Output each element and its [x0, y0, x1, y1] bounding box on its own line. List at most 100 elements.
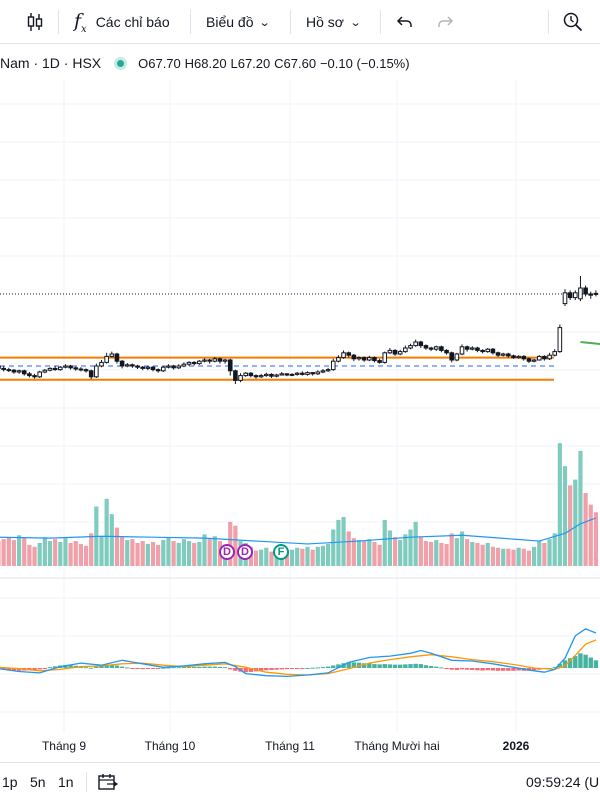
- range-button-1n[interactable]: 1n: [58, 763, 74, 801]
- volume-bar: [53, 539, 57, 566]
- candle-body: [100, 362, 104, 366]
- candle: [558, 325, 562, 353]
- candle-body: [512, 356, 516, 358]
- clock-readout[interactable]: 09:59:24 (U: [526, 763, 599, 801]
- candle-body: [182, 364, 186, 366]
- dividend-marker[interactable]: D: [219, 544, 235, 560]
- candle: [481, 349, 485, 353]
- volume-bar: [305, 547, 309, 566]
- candle-body: [110, 354, 114, 356]
- candle-body: [136, 366, 140, 367]
- price-levels: [0, 294, 600, 380]
- profile-dropdown[interactable]: Hồ sơ ⌄: [306, 0, 360, 44]
- toolbar-divider: [58, 10, 59, 34]
- date-range-button[interactable]: [97, 763, 119, 801]
- volume-bar: [578, 451, 582, 566]
- undo-button[interactable]: [396, 0, 414, 44]
- candle-body: [239, 376, 243, 381]
- chart-type-dropdown[interactable]: Biểu đồ ⌄: [206, 0, 270, 44]
- candle-body: [156, 370, 160, 371]
- macd-histogram-bar: [151, 668, 155, 669]
- candle: [59, 366, 63, 371]
- volume-bar: [321, 546, 325, 566]
- candle: [136, 365, 140, 369]
- macd-histogram-bar: [48, 667, 52, 668]
- macd-histogram-bar: [177, 667, 181, 668]
- candle: [162, 366, 166, 372]
- macd-histogram-bar: [393, 665, 397, 668]
- x-tick-label: Tháng 10: [145, 739, 196, 753]
- volume-bar: [419, 537, 423, 566]
- macd-histogram-bar: [326, 667, 330, 668]
- candle-body: [460, 347, 464, 354]
- financials-marker[interactable]: F: [273, 544, 289, 560]
- volume-bar: [568, 485, 572, 566]
- range-button-5n[interactable]: 5n: [30, 763, 46, 801]
- volume-bar: [187, 541, 191, 566]
- candle: [404, 346, 408, 353]
- chevron-down-icon: ⌄: [259, 16, 271, 29]
- candle-body: [414, 342, 418, 346]
- volume-bar: [501, 549, 505, 566]
- volume-bar: [527, 551, 531, 566]
- candle: [120, 360, 124, 368]
- volume-bar: [414, 522, 418, 566]
- candle-body: [17, 371, 21, 372]
- macd-histogram-bar: [408, 664, 412, 668]
- candle: [496, 352, 500, 357]
- volume-bar: [326, 544, 330, 566]
- candle: [465, 346, 469, 352]
- candle-body: [38, 372, 42, 377]
- replay-button[interactable]: [562, 0, 584, 44]
- macd-histogram-bar: [310, 668, 314, 669]
- candle-body: [419, 342, 423, 346]
- candle-body: [548, 355, 552, 359]
- range-button-1p[interactable]: 1p: [2, 763, 18, 801]
- macd-histogram-bar: [285, 668, 289, 669]
- candle-body: [105, 356, 109, 362]
- candle-body: [141, 367, 145, 368]
- volume-bar: [408, 530, 412, 566]
- macd-histogram-bar: [491, 668, 495, 671]
- candle-body: [409, 346, 413, 348]
- candle-body: [69, 366, 73, 368]
- candle-style-button[interactable]: [26, 0, 44, 44]
- macd-histogram-bar: [264, 668, 268, 670]
- symbol-label[interactable]: Nam · 1D · HSX: [0, 55, 101, 71]
- macd-histogram-bar: [244, 668, 248, 672]
- time-label: 09:59:24 (U: [526, 774, 599, 790]
- volume-bar: [347, 531, 351, 566]
- volume-bar: [130, 539, 134, 566]
- candle-body: [465, 347, 469, 349]
- undo-icon: [396, 13, 414, 31]
- volume-bar: [120, 537, 124, 566]
- candle-body: [501, 354, 505, 355]
- macd-histogram-bar: [486, 668, 490, 670]
- candle-body: [471, 348, 475, 349]
- candle-body: [151, 367, 155, 369]
- macd-histogram-bar: [475, 668, 479, 670]
- volume-bar: [84, 546, 88, 566]
- candle-body: [522, 356, 526, 358]
- volume-bar: [331, 530, 335, 566]
- candle-body: [177, 366, 181, 368]
- candle: [594, 290, 598, 296]
- candle: [22, 370, 26, 376]
- volume-bar: [558, 443, 562, 566]
- x-tick-label: Tháng Mười hai: [354, 739, 439, 753]
- volume-bar: [378, 545, 382, 566]
- candle-body: [254, 376, 258, 377]
- candle: [476, 347, 480, 352]
- dividend-marker[interactable]: D: [237, 544, 253, 560]
- indicators-button[interactable]: fx Các chỉ báo: [74, 0, 170, 44]
- candle: [414, 340, 418, 347]
- candle: [501, 353, 505, 357]
- candle: [12, 369, 16, 374]
- redo-button[interactable]: [436, 0, 454, 44]
- candle-body: [373, 358, 377, 361]
- chevron-down-icon: ⌄: [350, 16, 362, 29]
- volume-bar: [110, 514, 114, 566]
- volume-bar: [63, 538, 67, 566]
- candle-body: [491, 349, 495, 353]
